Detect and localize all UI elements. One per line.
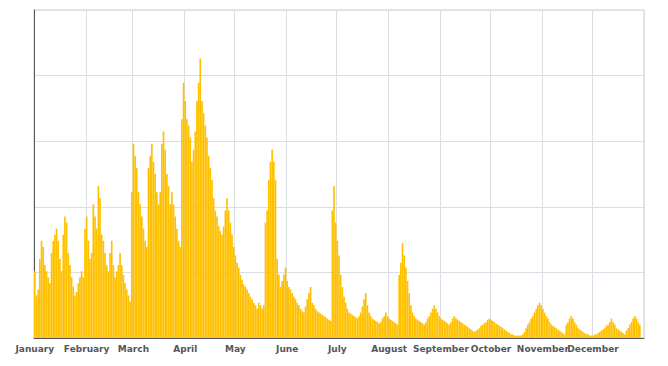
svg-text:March: March [118,344,149,354]
svg-text:April: April [173,344,197,354]
svg-text:July: July [327,344,347,354]
svg-text:February: February [64,344,110,354]
svg-text:May: May [225,344,246,354]
svg-text:August: August [371,344,408,354]
svg-text:November: November [517,344,570,354]
svg-text:September: September [413,344,469,354]
svg-text:December: December [567,344,619,354]
svg-text:January: January [15,344,55,354]
svg-text:October: October [471,344,512,354]
svg-text:June: June [275,344,298,354]
